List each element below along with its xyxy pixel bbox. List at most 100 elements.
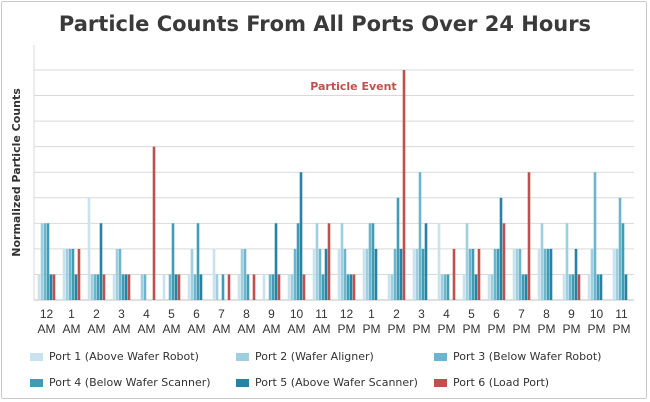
x-tick-label: 11 xyxy=(615,307,628,321)
bar xyxy=(390,274,394,300)
bar xyxy=(562,274,566,300)
bar xyxy=(162,274,166,300)
bar xyxy=(215,274,219,300)
legend-item: Port 4 (Below Wafer Scanner) xyxy=(30,376,211,389)
bar xyxy=(571,274,575,300)
legend-swatch xyxy=(236,352,249,361)
legend-item: Port 3 (Below Wafer Robot) xyxy=(434,350,601,363)
bar xyxy=(274,223,278,300)
bar xyxy=(46,223,50,300)
bar xyxy=(193,274,197,300)
bar xyxy=(612,248,616,300)
bar xyxy=(262,274,266,300)
x-tick-label: PM xyxy=(563,322,581,336)
x-tick-label: 3 xyxy=(418,307,425,321)
legend-swatch xyxy=(434,352,447,361)
x-tick-label: PM xyxy=(463,322,481,336)
bar xyxy=(443,274,447,300)
bar xyxy=(324,248,328,300)
bar xyxy=(487,274,491,300)
bar xyxy=(477,248,481,300)
bar xyxy=(440,274,444,300)
bar xyxy=(502,223,506,300)
x-tick-label: 9 xyxy=(568,307,575,321)
x-tick-label: AM xyxy=(63,322,81,336)
x-tick-label: 6 xyxy=(493,307,500,321)
bar xyxy=(371,223,375,300)
bar xyxy=(465,223,469,300)
x-tick-label: PM xyxy=(388,322,406,336)
bar xyxy=(521,274,525,300)
bar xyxy=(593,172,597,300)
bar xyxy=(321,274,325,300)
bar xyxy=(37,274,41,300)
bar xyxy=(243,248,247,300)
bar xyxy=(312,248,316,300)
x-tick-label: AM xyxy=(288,322,306,336)
bar xyxy=(537,248,541,300)
x-tick-label: PM xyxy=(613,322,631,336)
bar xyxy=(293,248,297,300)
x-tick-label: 7 xyxy=(518,307,525,321)
bar xyxy=(596,274,600,300)
bar xyxy=(340,223,344,300)
bar xyxy=(421,248,425,300)
bar xyxy=(568,274,572,300)
bar xyxy=(415,248,419,300)
bar xyxy=(618,197,622,300)
bar xyxy=(143,274,147,300)
bar xyxy=(240,248,244,300)
bar xyxy=(343,248,347,300)
bar xyxy=(65,248,69,300)
bar xyxy=(590,248,594,300)
x-tick-label: 2 xyxy=(393,307,400,321)
bar xyxy=(112,274,116,300)
bar xyxy=(93,274,97,300)
bar xyxy=(74,274,78,300)
bar xyxy=(99,223,103,300)
bar xyxy=(540,223,544,300)
bar xyxy=(362,248,366,300)
legend-label: Port 5 (Above Wafer Scanner) xyxy=(255,376,418,389)
bar xyxy=(52,274,56,300)
bar xyxy=(337,248,341,300)
bar xyxy=(490,274,494,300)
bar xyxy=(574,248,578,300)
x-tick-label: AM xyxy=(188,322,206,336)
x-tick-label: AM xyxy=(113,322,131,336)
bar xyxy=(527,172,531,300)
bar xyxy=(315,223,319,300)
bar xyxy=(621,223,625,300)
bar xyxy=(374,248,378,300)
bar xyxy=(518,248,522,300)
bar xyxy=(124,274,128,300)
x-tick-label: 8 xyxy=(243,307,250,321)
bar xyxy=(365,248,369,300)
bar xyxy=(277,274,281,300)
x-tick-label: 10 xyxy=(290,307,304,321)
x-tick-label: AM xyxy=(238,322,256,336)
x-tick-label: 9 xyxy=(268,307,275,321)
bar xyxy=(287,274,291,300)
bar xyxy=(212,248,216,300)
x-tick-label: 7 xyxy=(218,307,225,321)
x-tick-label: 4 xyxy=(143,307,150,321)
x-tick-label: 5 xyxy=(168,307,175,321)
bar xyxy=(268,274,272,300)
bar xyxy=(493,248,497,300)
legend-swatch xyxy=(434,378,447,387)
legend-label: Port 1 (Above Wafer Robot) xyxy=(49,350,199,363)
bar xyxy=(396,197,400,300)
bar xyxy=(452,248,456,300)
legend-swatch xyxy=(30,378,43,387)
x-tick-label: PM xyxy=(338,322,356,336)
bar xyxy=(512,248,516,300)
legend-swatch xyxy=(236,378,249,387)
legend-item: Port 6 (Load Port) xyxy=(434,376,549,389)
bar xyxy=(471,248,475,300)
bar xyxy=(49,274,53,300)
bar xyxy=(546,248,550,300)
bar xyxy=(349,274,353,300)
